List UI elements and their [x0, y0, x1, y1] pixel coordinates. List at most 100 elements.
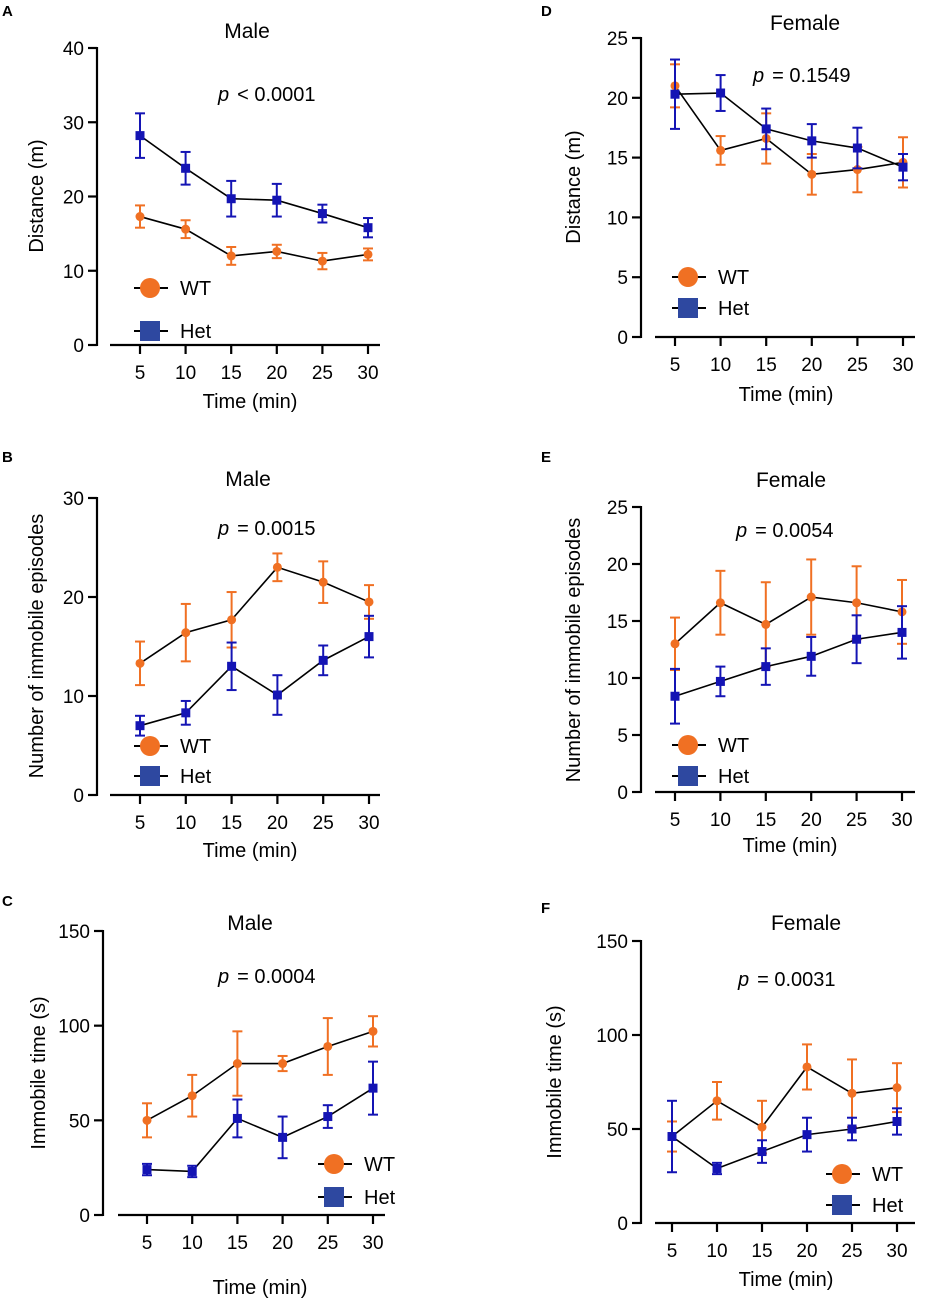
data-point-het: [667, 1132, 677, 1142]
panel-letter: A: [2, 3, 13, 20]
data-point-wt: [807, 169, 817, 179]
x-axis-label: Time (min): [743, 835, 838, 857]
x-axis-label: Time (min): [739, 384, 834, 406]
data-point-het: [272, 195, 282, 205]
y-axis-label: Distance (m): [563, 130, 585, 243]
panel-letter: C: [2, 893, 13, 910]
data-point-het: [852, 143, 862, 153]
series-line-wt: [139, 215, 369, 262]
legend-marker-wt: [678, 267, 698, 287]
x-tick-label: 5: [670, 355, 681, 376]
y-tick-label: 20: [607, 89, 628, 110]
data-point-wt: [892, 1083, 902, 1093]
data-point-wt: [232, 1059, 242, 1069]
x-tick-label: 20: [267, 813, 288, 834]
series-line-het: [146, 1087, 374, 1173]
data-point-wt: [318, 577, 328, 587]
legend: WT Het: [134, 736, 212, 788]
legend-label-wt: WT: [718, 267, 749, 289]
x-tick-label: 30: [357, 363, 378, 384]
x-tick-label: 20: [801, 355, 822, 376]
data-point-wt: [323, 1041, 333, 1051]
x-tick-label: 30: [358, 813, 379, 834]
data-point-wt: [142, 1115, 152, 1125]
x-tick-label: 10: [175, 363, 196, 384]
data-point-wt: [135, 658, 145, 668]
data-point-het: [715, 676, 725, 686]
data-point-het: [364, 632, 374, 642]
data-point-het: [226, 194, 236, 204]
data-point-wt: [716, 145, 726, 155]
chart-panel-a: A Male p < 0.0001 0 10 20 30 40 Distance (m) 5 10 15…: [2, 3, 380, 413]
data-point-het: [368, 1083, 378, 1093]
y-tick-label: 15: [607, 149, 628, 170]
data-point-het: [323, 1112, 333, 1122]
data-point-het: [802, 1130, 812, 1140]
data-point-het: [897, 627, 907, 637]
y-tick-label: 0: [73, 336, 84, 357]
series-line-het: [671, 1120, 898, 1170]
chart-panel-d: D Female p = 0.1549 0 5 10 15 20 25 Distance (m) 5 1…: [541, 3, 915, 406]
data-point-het: [757, 1147, 767, 1157]
x-tick-label: 10: [710, 810, 731, 831]
data-point-wt: [712, 1096, 722, 1106]
x-tick-label: 25: [846, 810, 867, 831]
p-value-symbol: p: [752, 65, 764, 87]
data-point-het: [670, 691, 680, 701]
data-point-het: [181, 163, 191, 173]
y-axis-label: Distance (m): [26, 139, 48, 252]
data-point-het: [135, 131, 145, 141]
legend-marker-het: [832, 1195, 852, 1215]
data-point-wt: [670, 639, 680, 649]
series-wt: [142, 1015, 378, 1139]
data-point-het: [318, 655, 328, 665]
y-tick-label: 25: [607, 29, 628, 50]
legend-label-wt: WT: [872, 1164, 903, 1186]
data-point-het: [852, 634, 862, 644]
data-point-wt: [802, 1062, 812, 1072]
p-value-annotation: p = 0.0031: [737, 969, 836, 991]
y-axis-label: Number of immobile episodes: [26, 514, 48, 779]
legend-label-het: Het: [364, 1187, 396, 1209]
data-point-het: [363, 223, 373, 233]
x-tick-label: 10: [182, 1233, 203, 1254]
data-point-wt: [757, 1122, 767, 1132]
data-point-het: [892, 1116, 902, 1126]
series-het: [670, 58, 908, 182]
p-value-text: = 0.1549: [772, 65, 850, 87]
p-value-symbol: p: [737, 969, 749, 991]
legend-label-het: Het: [180, 766, 212, 788]
series-line-wt: [671, 1065, 898, 1138]
data-point-wt: [364, 597, 374, 607]
data-point-wt: [317, 256, 327, 266]
panel-letter: E: [541, 449, 551, 466]
data-point-wt: [227, 615, 237, 625]
data-point-wt: [715, 598, 725, 608]
legend: WT Het: [672, 267, 750, 320]
y-tick-label: 20: [63, 588, 84, 609]
y-axis-label: Immobile time (s): [28, 996, 50, 1149]
data-point-wt: [187, 1091, 197, 1101]
data-point-het: [670, 89, 680, 99]
data-point-wt: [368, 1026, 378, 1036]
y-axis-label: Number of immobile episodes: [563, 518, 585, 783]
legend: WT Het: [318, 1154, 396, 1209]
data-point-wt: [181, 224, 191, 234]
x-tick-label: 25: [317, 1233, 338, 1254]
x-tick-label: 25: [841, 1241, 862, 1262]
legend-label-wt: WT: [180, 736, 211, 758]
legend-marker-het: [678, 766, 698, 786]
data-point-wt: [847, 1088, 857, 1098]
series-line-het: [139, 635, 370, 727]
x-tick-label: 30: [892, 355, 913, 376]
legend-marker-wt: [324, 1154, 344, 1174]
chart-panel-c: C Male p = 0.0004 0 50 100 150 Immobile time (s)…: [2, 893, 396, 1299]
data-point-het: [135, 721, 145, 731]
data-point-wt: [278, 1059, 288, 1069]
y-tick-label: 5: [617, 726, 628, 747]
y-tick-label: 100: [58, 1017, 90, 1038]
x-tick-label: 15: [221, 813, 242, 834]
series-wt: [135, 204, 373, 271]
y-tick-label: 10: [607, 669, 628, 690]
